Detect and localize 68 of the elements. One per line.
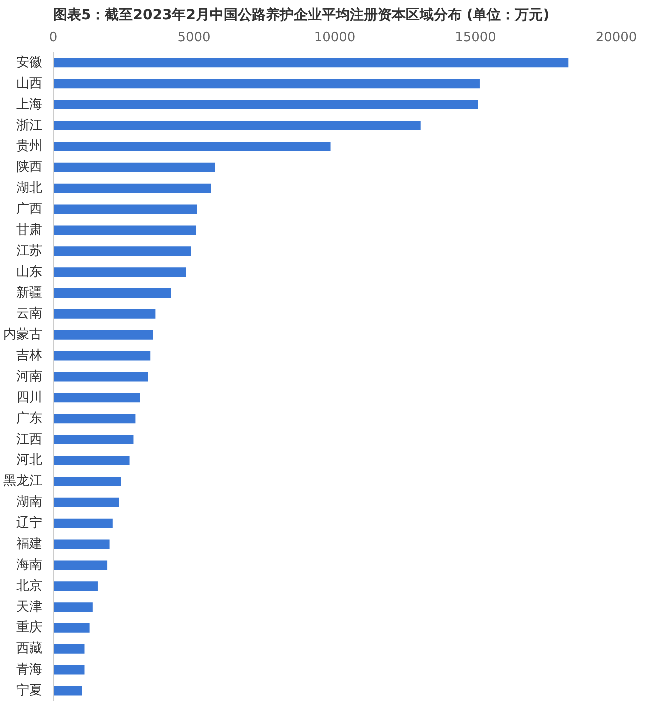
y-tick-label: 吉林	[16, 348, 42, 364]
bar	[54, 184, 212, 194]
y-tick-label: 四川	[16, 390, 42, 406]
bar	[54, 162, 216, 172]
y-tick-label: 江苏	[16, 244, 42, 259]
bar	[54, 142, 331, 152]
bar	[54, 226, 196, 236]
y-tick-label: 山西	[16, 76, 42, 92]
bar	[54, 414, 136, 424]
bar	[54, 476, 122, 486]
y-tick-label: 内蒙古	[4, 328, 42, 343]
bar	[54, 100, 478, 110]
y-tick-label: 新疆	[16, 286, 42, 301]
bar	[54, 268, 186, 278]
bar	[54, 372, 148, 382]
x-tick-label: 0	[49, 30, 58, 46]
y-tick-label: 贵州	[16, 139, 42, 154]
y-tick-label: 天津	[16, 600, 42, 615]
bar	[54, 602, 93, 612]
bar	[54, 79, 480, 89]
y-tick-label: 黑龙江	[4, 474, 42, 490]
bar	[54, 518, 113, 528]
y-tick-label: 湖北	[16, 181, 42, 196]
bar	[54, 121, 421, 130]
bar	[54, 58, 569, 68]
y-tick-label: 湖南	[16, 495, 42, 510]
bar	[54, 330, 154, 340]
bar	[54, 435, 134, 445]
x-tick-label: 5000	[178, 30, 211, 46]
bar	[54, 246, 192, 256]
y-tick-label: 河南	[16, 370, 42, 384]
y-tick-label: 广西	[16, 202, 42, 218]
x-tick-label: 10000	[314, 30, 356, 46]
bar	[54, 456, 130, 466]
y-tick-label: 广东	[16, 411, 42, 426]
bar	[54, 393, 140, 403]
y-tick-label: 甘肃	[16, 222, 42, 238]
y-tick-label: 福建	[16, 536, 42, 552]
y-tick-label: 宁夏	[16, 682, 42, 699]
chart-title: 图表5：截至2023年2月中国公路养护企业平均注册资本区域分布 (单位：万元)	[54, 6, 550, 24]
y-tick-label: 青海	[16, 662, 42, 678]
bar	[54, 288, 172, 298]
y-tick-label: 上海	[16, 97, 42, 112]
y-tick-label: 重庆	[16, 620, 42, 636]
bar	[54, 644, 85, 654]
y-tick-label: 江西	[16, 432, 42, 448]
y-tick-label: 西藏	[16, 642, 42, 657]
y-tick-label: 北京	[16, 578, 42, 594]
bar	[54, 560, 108, 570]
y-tick-label: 陕西	[16, 160, 42, 176]
bar	[54, 204, 198, 214]
bar	[54, 665, 85, 675]
bar	[54, 540, 110, 550]
bar	[54, 351, 151, 361]
bar	[54, 498, 120, 508]
bar	[54, 309, 156, 319]
y-tick-label: 海南	[16, 558, 42, 573]
bar	[54, 686, 82, 696]
x-tick-label: 20000	[596, 30, 638, 46]
bar	[54, 624, 90, 633]
y-tick-label: 安徽	[16, 54, 42, 70]
x-tick-label: 15000	[455, 30, 496, 46]
y-tick-label: 河北	[16, 453, 42, 468]
bar	[54, 582, 98, 592]
y-tick-label: 辽宁	[16, 515, 42, 532]
y-tick-label: 云南	[16, 306, 42, 322]
y-tick-label: 浙江	[16, 118, 42, 134]
y-tick-label: 山东	[16, 264, 42, 280]
